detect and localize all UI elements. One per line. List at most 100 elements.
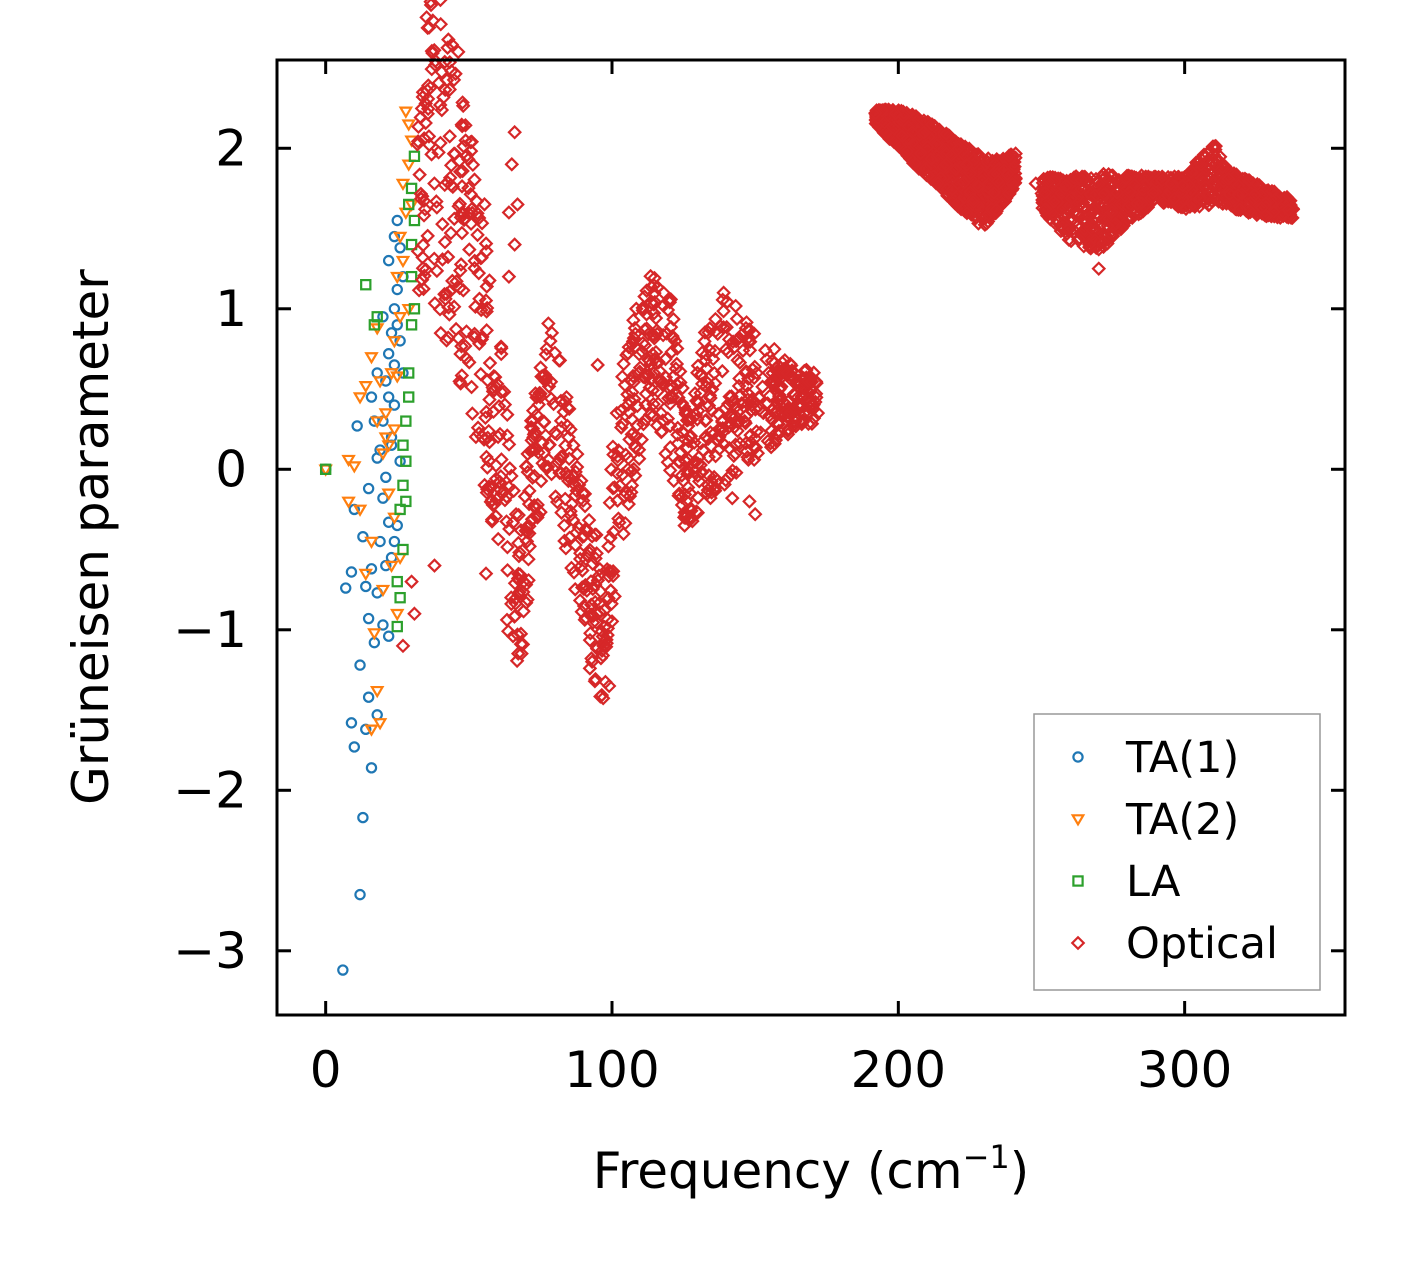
point-optical [1232, 198, 1247, 214]
point-optical [966, 195, 981, 210]
point-ta-2- [370, 416, 385, 429]
point-optical [646, 305, 662, 321]
point-optical [510, 197, 525, 212]
point-optical [603, 530, 618, 546]
point-optical [454, 178, 470, 194]
point-optical [683, 428, 699, 444]
point-optical [433, 0, 448, 8]
point-ta-1- [371, 367, 383, 379]
point-optical [437, 286, 452, 302]
point-optical [421, 78, 436, 93]
point-optical [938, 126, 954, 141]
point-ta-1- [365, 762, 378, 774]
point-optical [624, 412, 640, 427]
point-ta-2- [352, 504, 368, 517]
point-optical [1230, 187, 1246, 203]
point-optical [707, 375, 723, 391]
point-optical [1192, 191, 1208, 206]
point-ta-1- [382, 254, 395, 267]
point-ta-2- [387, 424, 402, 437]
point-optical [646, 297, 662, 312]
point-optical [443, 225, 459, 241]
point-optical [533, 473, 549, 489]
point-optical [564, 560, 579, 576]
series-la [319, 150, 421, 633]
point-optical [417, 201, 433, 217]
point-optical [602, 495, 618, 511]
point-optical [432, 97, 448, 113]
point-optical [471, 210, 487, 226]
point-optical [541, 452, 557, 468]
point-optical [693, 457, 708, 473]
point-optical [411, 282, 427, 298]
point-optical [1241, 172, 1257, 188]
point-optical [1060, 222, 1075, 238]
point-optical [423, 0, 438, 9]
point-optical [1196, 147, 1212, 163]
point-optical [604, 462, 619, 477]
point-optical [464, 379, 479, 395]
legend-marker-ta-2- [1070, 814, 1086, 827]
point-optical [624, 427, 640, 442]
point-optical [527, 425, 543, 440]
point-optical [1082, 187, 1098, 202]
point-optical [920, 139, 935, 155]
point-optical [412, 167, 427, 182]
point-optical [928, 175, 944, 191]
point-optical [395, 638, 411, 654]
point-optical [501, 269, 517, 284]
point-optical [484, 514, 500, 529]
point-optical [662, 418, 678, 434]
point-optical [959, 205, 975, 221]
point-optical [892, 137, 908, 152]
point-ta-2- [387, 512, 402, 525]
point-optical [731, 378, 747, 394]
point-optical [918, 161, 934, 176]
point-optical [575, 529, 590, 545]
point-optical [416, 281, 431, 297]
point-optical [704, 474, 719, 489]
point-optical [628, 301, 644, 317]
point-optical [593, 650, 609, 666]
point-optical [694, 464, 710, 480]
point-optical [664, 344, 680, 360]
point-optical [622, 432, 637, 447]
point-optical [698, 412, 714, 428]
point-optical [1079, 214, 1095, 230]
point-optical [1114, 176, 1129, 191]
point-la [397, 439, 409, 451]
point-optical [426, 251, 442, 267]
point-optical [627, 468, 643, 483]
point-optical [728, 446, 743, 461]
point-ta-2- [364, 352, 379, 365]
point-optical [939, 182, 955, 197]
point-optical [1178, 201, 1194, 217]
point-optical [504, 157, 520, 172]
y-tick-label: −3 [173, 922, 247, 980]
point-optical [511, 507, 526, 523]
point-optical [767, 355, 782, 370]
point-optical [1172, 171, 1187, 186]
point-optical [561, 451, 577, 467]
point-optical [523, 413, 539, 429]
point-optical [453, 346, 468, 362]
point-optical [647, 270, 662, 286]
point-optical [674, 489, 689, 505]
point-optical [1041, 174, 1056, 189]
point-optical [1091, 261, 1107, 276]
point-optical [441, 32, 456, 47]
point-optical [747, 359, 763, 375]
point-optical [744, 397, 759, 413]
point-optical [500, 539, 515, 555]
point-optical [790, 390, 805, 406]
point-optical [601, 539, 616, 554]
point-ta-2- [372, 718, 388, 731]
point-optical [1148, 174, 1164, 190]
point-optical [515, 584, 531, 600]
point-optical [465, 406, 480, 421]
point-optical [1095, 197, 1110, 212]
point-optical [458, 133, 473, 148]
point-optical [605, 568, 621, 584]
point-optical [718, 400, 733, 416]
